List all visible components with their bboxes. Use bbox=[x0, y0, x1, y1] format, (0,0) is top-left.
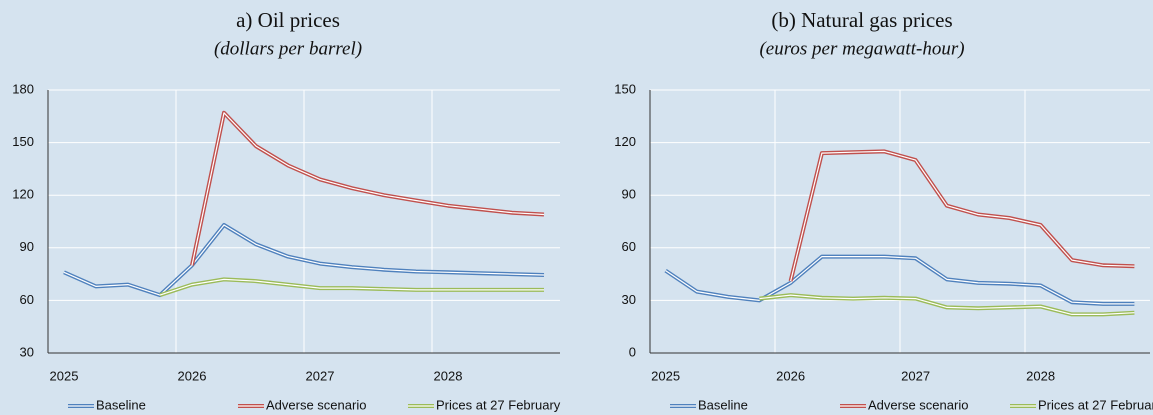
y-tick-label: 60 bbox=[622, 239, 636, 254]
y-tick-label: 60 bbox=[20, 292, 34, 307]
y-tick-label: 30 bbox=[20, 344, 34, 359]
y-tick-label: 90 bbox=[622, 187, 636, 202]
line-highlight bbox=[759, 294, 1135, 315]
y-tick-label: 180 bbox=[12, 81, 34, 96]
y-tick-label: 90 bbox=[20, 239, 34, 254]
legend-label: Baseline bbox=[698, 397, 748, 412]
y-tick-label: 120 bbox=[12, 187, 34, 202]
line-highlight bbox=[191, 112, 545, 266]
chart-subtitle: (dollars per barrel) bbox=[214, 38, 362, 59]
line-highlight bbox=[790, 150, 1135, 282]
chart-subtitle: (euros per megawatt-hour) bbox=[759, 38, 964, 59]
line-highlight bbox=[665, 256, 1135, 305]
y-tick-label: 150 bbox=[12, 134, 34, 149]
x-tick-label: 2025 bbox=[651, 368, 680, 383]
legend-label: Prices at 27 February bbox=[436, 397, 561, 412]
y-tick-label: 120 bbox=[614, 134, 636, 149]
x-tick-label: 2027 bbox=[306, 368, 335, 383]
x-tick-label: 2027 bbox=[901, 368, 930, 383]
chart-title: (b) Natural gas prices bbox=[771, 8, 952, 32]
legend-label: Adverse scenario bbox=[868, 397, 968, 412]
x-tick-label: 2026 bbox=[776, 368, 805, 383]
legend-label: Adverse scenario bbox=[266, 397, 366, 412]
x-tick-label: 2026 bbox=[178, 368, 207, 383]
x-tick-label: 2028 bbox=[1026, 368, 1055, 383]
y-tick-label: 0 bbox=[629, 344, 636, 359]
x-tick-label: 2025 bbox=[50, 368, 79, 383]
legend-label: Baseline bbox=[96, 397, 146, 412]
x-tick-label: 2028 bbox=[434, 368, 463, 383]
line-highlight bbox=[63, 224, 545, 296]
line-highlight bbox=[159, 278, 544, 296]
legend-label: Prices at 27 February bbox=[1038, 397, 1153, 412]
y-tick-label: 30 bbox=[622, 292, 636, 307]
y-tick-label: 150 bbox=[614, 81, 636, 96]
chart-title: a) Oil prices bbox=[236, 8, 340, 32]
